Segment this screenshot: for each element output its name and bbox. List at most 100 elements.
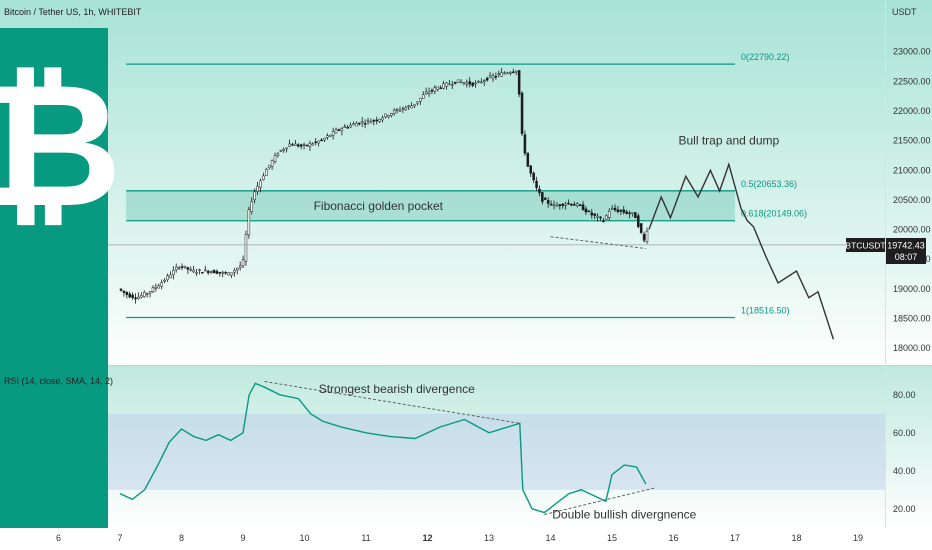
candle-body	[631, 212, 634, 214]
candle-body	[549, 203, 553, 206]
candle-body	[392, 109, 396, 114]
candle-body	[235, 267, 239, 271]
candle-body	[323, 137, 326, 141]
candle-body	[215, 270, 219, 274]
candle-body	[195, 272, 198, 274]
chart-annotation: Fibonacci golden pocket	[314, 199, 444, 213]
candle-body	[366, 120, 370, 122]
golden-pocket-zone[interactable]	[126, 190, 735, 221]
candle-body	[483, 80, 486, 82]
candle-body	[302, 144, 306, 146]
last-price-value: 19742.43	[887, 241, 925, 251]
candle-body	[294, 143, 297, 146]
price-tick-label: 21000.00	[893, 165, 931, 175]
candle-body	[439, 87, 442, 90]
candle-body	[276, 153, 280, 156]
candle-body	[442, 83, 445, 89]
symbol-badge-label: BTCUSDT	[845, 241, 885, 251]
candle-body	[279, 149, 283, 152]
fib-level-label: 1(18516.50)	[741, 306, 790, 316]
rsi-annotation: Double bullish divergnence	[552, 508, 696, 522]
svg-text:₿: ₿	[0, 50, 122, 242]
time-tick-label: 16	[668, 533, 678, 543]
price-tick-label: 20500.00	[893, 195, 931, 205]
candle-body	[494, 76, 498, 78]
candle-body	[221, 271, 224, 274]
candle-body	[544, 197, 547, 200]
time-tick-label: 7	[117, 533, 122, 543]
candle-body	[610, 208, 614, 210]
price-tick-label: 21500.00	[893, 136, 931, 146]
candle-body	[416, 101, 419, 104]
candle-body	[401, 108, 405, 110]
chart-annotation: Bull trap and dump	[678, 134, 779, 148]
candle-body	[387, 115, 390, 118]
candle-body	[491, 75, 495, 79]
time-axis-background	[0, 528, 932, 550]
candle-body	[634, 212, 637, 219]
candle-body	[532, 172, 535, 181]
candle-body	[265, 169, 268, 177]
price-badge[interactable]: BTCUSDT 19742.43 08:07	[845, 238, 926, 264]
fib-level-label: 0(22790.22)	[741, 52, 790, 62]
candle-body	[238, 265, 242, 268]
candle-body	[340, 128, 344, 131]
fib-level-label: 0.618(20149.06)	[741, 209, 807, 219]
candle-body	[174, 266, 178, 270]
candle-body	[125, 292, 129, 296]
candle-body	[462, 82, 466, 84]
candle-body	[381, 117, 384, 121]
candle-body	[558, 204, 562, 207]
candle-body	[430, 89, 434, 92]
price-tick-label: 18000.00	[893, 343, 931, 353]
candle-body	[259, 180, 262, 188]
candle-body	[282, 148, 285, 151]
chart-title: Bitcoin / Tether US, 1h, WHITEBIT	[4, 7, 142, 17]
candle-body	[137, 296, 140, 300]
candle-body	[514, 70, 518, 73]
candle-body	[328, 134, 332, 137]
candle-body	[625, 211, 628, 214]
candle-body	[297, 144, 300, 147]
candle-body	[567, 202, 570, 205]
candle-body	[427, 91, 431, 94]
price-tick-label: 20000.00	[893, 225, 931, 235]
candle-body	[561, 203, 564, 206]
candle-body	[488, 75, 492, 78]
candle-body	[605, 215, 608, 220]
projection-series	[648, 162, 835, 340]
candle-body	[189, 268, 192, 271]
rsi-tick-label: 20.00	[893, 504, 916, 514]
candle-body	[363, 123, 367, 125]
candle-body	[642, 234, 646, 241]
candle-body	[317, 140, 320, 144]
candle-body	[390, 113, 393, 116]
candle-body	[285, 147, 288, 150]
bearish-divergence-line	[264, 381, 520, 424]
rsi-tick-label: 60.00	[893, 428, 916, 438]
candle-body	[535, 180, 538, 188]
rsi-tick-label: 80.00	[893, 390, 916, 400]
candle-body	[538, 188, 541, 194]
price-tick-label: 19000.00	[893, 284, 931, 294]
candle-body	[500, 72, 503, 77]
candle-body	[639, 223, 643, 233]
candle-body	[212, 269, 216, 274]
time-tick-label: 14	[545, 533, 555, 543]
candle-body	[375, 119, 378, 122]
candle-body	[157, 285, 161, 289]
candle-body	[334, 129, 338, 134]
candle-body	[134, 297, 137, 300]
candle-body	[503, 72, 506, 75]
price-series	[108, 67, 885, 304]
rsi-pane-background	[0, 366, 932, 528]
candle-body	[480, 81, 483, 84]
candle-body	[526, 152, 530, 167]
logo-panel	[0, 28, 108, 528]
price-axis-currency: USDT	[892, 7, 917, 17]
time-tick-label: 11	[361, 533, 370, 543]
candle-body	[509, 72, 512, 74]
candle-body	[349, 124, 352, 128]
